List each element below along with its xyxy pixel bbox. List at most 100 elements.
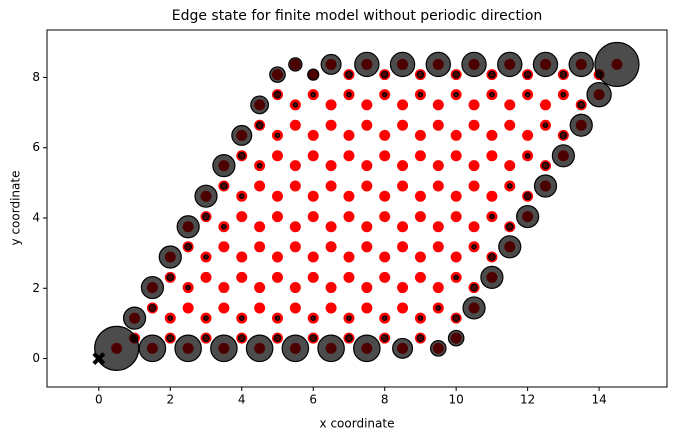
edge-state-weight (461, 51, 487, 78)
edge-state-weight (417, 315, 424, 321)
site-point (361, 119, 373, 131)
site-point (450, 211, 462, 223)
edge-state-weight (559, 70, 568, 79)
site-point (432, 241, 444, 253)
edge-state-weight (435, 305, 442, 311)
site-point (450, 251, 462, 263)
site-point (307, 271, 319, 283)
x-tick-label: 0 (95, 393, 103, 407)
site-point (522, 129, 534, 141)
site-point (254, 180, 266, 192)
site-point (397, 302, 409, 314)
edge-state-weight (317, 334, 345, 363)
edge-state-weight (470, 283, 478, 292)
edge-state-weight (185, 284, 191, 291)
site-point (200, 271, 212, 283)
edge-state-weight (505, 222, 514, 231)
site-point (432, 99, 444, 111)
site-point (504, 119, 516, 131)
site-point (414, 150, 426, 162)
edge-state-weight (166, 334, 175, 343)
site-point (271, 150, 283, 162)
site-point (450, 190, 462, 202)
chart-title: Edge state for finite model without peri… (172, 8, 543, 24)
edge-state-weight (551, 144, 575, 168)
edge-state-weight (416, 334, 425, 343)
site-point (361, 160, 373, 172)
site-point (397, 160, 409, 172)
edge-state-weight (489, 91, 495, 98)
plot-frame (46, 29, 668, 388)
site-point (504, 99, 516, 111)
edge-state-weight (219, 182, 228, 190)
site-point (486, 190, 498, 202)
x-tick-label: 14 (591, 393, 606, 407)
edge-state-weight (158, 245, 182, 269)
y-axis-label: y coordinate (9, 171, 23, 246)
site-point (343, 271, 355, 283)
edge-state-weight (320, 53, 342, 75)
x-tick-label: 12 (520, 393, 535, 407)
site-point (307, 150, 319, 162)
x-tick-label: 10 (449, 393, 464, 407)
site-point (343, 150, 355, 162)
y-tick-label: 8 (32, 70, 40, 84)
site-point (397, 282, 409, 294)
site-point (325, 99, 337, 111)
site-point (450, 129, 462, 141)
site-point (218, 241, 230, 253)
edge-state-weight (148, 304, 157, 312)
site-point (397, 119, 409, 131)
edge-state-weight (381, 315, 388, 321)
site-point (361, 99, 373, 111)
edge-state-weight (559, 131, 568, 140)
site-point (361, 180, 373, 192)
edge-state-weight (307, 68, 320, 81)
edge-state-weight (273, 334, 282, 343)
site-point (307, 211, 319, 223)
site-point (236, 251, 248, 263)
edge-state-weight (471, 244, 477, 250)
y-tick-label: 6 (32, 140, 40, 154)
edge-state-weight (281, 334, 310, 363)
site-point (218, 302, 230, 314)
site-point (236, 271, 248, 283)
edge-state-weight (202, 334, 210, 343)
site-point (325, 119, 337, 131)
edge-state-weight (524, 152, 531, 159)
site-point (397, 99, 409, 111)
edge-state-weight (138, 334, 167, 363)
edge-state-weight (238, 193, 245, 200)
site-point (325, 302, 337, 314)
edge-state-weight (523, 192, 532, 201)
edge-state-weight (255, 121, 264, 130)
site-point (343, 129, 355, 141)
edge-state-weight (202, 212, 210, 221)
edge-state-weight (416, 70, 425, 79)
site-point (432, 119, 444, 131)
site-point (307, 190, 319, 202)
edge-state-weight (166, 273, 175, 282)
edge-state-weight (568, 51, 594, 78)
edge-state-weight (345, 334, 353, 343)
edge-state-weight (389, 51, 416, 78)
edge-state-weight (586, 81, 612, 108)
site-point (540, 99, 552, 111)
site-point (307, 129, 319, 141)
edge-state-weight (210, 334, 238, 363)
site-point (361, 282, 373, 294)
edge-state-weight (452, 314, 461, 323)
edge-state-weight (245, 334, 274, 363)
edge-state-weight (203, 315, 209, 321)
edge-state-weight (560, 91, 567, 98)
site-point (379, 150, 391, 162)
site-point (325, 180, 337, 192)
site-point (271, 271, 283, 283)
site-point (307, 251, 319, 263)
site-point (361, 221, 373, 233)
site-point (414, 211, 426, 223)
edge-state-weight (212, 154, 236, 178)
site-point (289, 241, 301, 253)
site-point (468, 160, 480, 172)
edge-state-weight (541, 161, 550, 170)
